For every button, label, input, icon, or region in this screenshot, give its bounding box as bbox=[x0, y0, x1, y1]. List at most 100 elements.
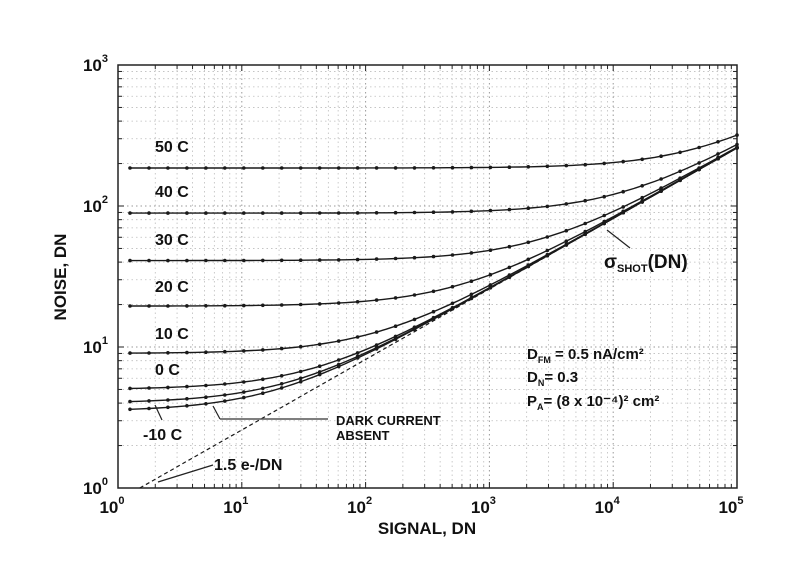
data-marker bbox=[355, 211, 360, 215]
label-absent: ABSENT bbox=[336, 428, 390, 443]
data-marker bbox=[431, 309, 436, 314]
data-marker bbox=[242, 380, 246, 384]
data-marker bbox=[564, 228, 569, 233]
data-marker bbox=[469, 209, 474, 214]
data-marker bbox=[204, 350, 208, 355]
data-marker bbox=[735, 142, 739, 147]
data-marker bbox=[261, 348, 265, 352]
data-marker bbox=[147, 258, 151, 263]
data-marker bbox=[317, 166, 322, 170]
series-line bbox=[130, 146, 738, 262]
data-marker bbox=[204, 166, 208, 170]
data-marker bbox=[621, 189, 625, 194]
data-marker bbox=[242, 258, 246, 263]
data-marker bbox=[185, 166, 189, 170]
data-marker bbox=[185, 384, 189, 389]
data-marker bbox=[166, 258, 170, 263]
data-marker bbox=[412, 327, 417, 332]
data-marker bbox=[166, 304, 170, 308]
data-marker bbox=[261, 377, 265, 382]
data-marker bbox=[659, 154, 663, 158]
series-line bbox=[130, 134, 738, 169]
data-marker bbox=[450, 301, 455, 306]
data-marker bbox=[526, 264, 531, 269]
x-tick-label: 104 bbox=[595, 495, 621, 517]
data-marker bbox=[374, 298, 379, 302]
data-marker bbox=[242, 349, 246, 353]
data-marker bbox=[317, 302, 322, 306]
leader-dark-absent-a bbox=[212, 405, 221, 420]
series-line bbox=[130, 147, 738, 307]
x-tick-labels: 100 101 102 103 104 105 bbox=[99, 495, 743, 517]
data-marker bbox=[242, 390, 246, 394]
data-marker bbox=[128, 211, 132, 215]
data-marker bbox=[469, 251, 474, 255]
data-marker bbox=[279, 374, 284, 378]
data-marker bbox=[147, 304, 151, 308]
data-marker bbox=[526, 165, 531, 169]
param-dn: DN= 0.3 bbox=[527, 369, 578, 388]
grid-lines bbox=[118, 65, 737, 488]
data-marker bbox=[488, 208, 493, 213]
data-marker bbox=[166, 351, 170, 355]
data-marker bbox=[204, 211, 208, 215]
data-marker bbox=[147, 211, 151, 215]
data-marker bbox=[128, 351, 132, 355]
data-marker bbox=[204, 402, 208, 406]
data-marker bbox=[488, 272, 493, 277]
data-marker bbox=[336, 301, 341, 305]
parameter-block: DFM = 0.5 nA/cm² DN= 0.3 PA= (8 x 10⁻⁴)²… bbox=[527, 346, 659, 412]
data-marker bbox=[147, 399, 151, 403]
y-tick-labels: 100 101 102 103 bbox=[83, 53, 108, 498]
data-marker bbox=[223, 349, 227, 354]
data-marker bbox=[393, 166, 398, 170]
data-marker bbox=[223, 399, 227, 403]
data-marker bbox=[507, 207, 512, 212]
data-marker bbox=[450, 253, 455, 257]
data-marker bbox=[659, 177, 663, 181]
data-marker bbox=[697, 145, 701, 150]
data-marker bbox=[716, 152, 720, 156]
plot-frame bbox=[117, 64, 738, 489]
data-marker bbox=[261, 258, 265, 263]
data-marker bbox=[279, 211, 284, 215]
data-marker bbox=[336, 358, 341, 362]
data-marker bbox=[298, 369, 303, 374]
label-30c: 30 C bbox=[155, 232, 189, 249]
data-marker bbox=[640, 157, 644, 162]
data-marker bbox=[583, 221, 587, 226]
data-marker bbox=[204, 383, 208, 388]
x-tick-label: 103 bbox=[471, 495, 496, 517]
data-marker bbox=[279, 303, 284, 307]
data-marker bbox=[431, 166, 436, 170]
data-marker bbox=[336, 258, 341, 262]
y-tick-label: 103 bbox=[83, 53, 108, 75]
data-marker bbox=[147, 351, 151, 355]
data-marker bbox=[128, 386, 132, 391]
x-axis-label: SIGNAL, DN bbox=[378, 519, 476, 538]
data-marker bbox=[355, 356, 360, 360]
data-marker bbox=[374, 211, 379, 215]
label-minus10c: -10 C bbox=[143, 427, 183, 444]
series-line bbox=[130, 143, 738, 214]
data-marker bbox=[279, 382, 284, 386]
y-axis-label: NOISE, DN bbox=[51, 234, 70, 321]
data-marker bbox=[204, 395, 208, 400]
data-marker bbox=[412, 166, 417, 170]
data-marker bbox=[317, 342, 322, 347]
data-marker bbox=[128, 166, 132, 170]
data-marker bbox=[640, 195, 644, 200]
y-tick-label: 101 bbox=[83, 335, 108, 357]
data-marker bbox=[469, 292, 474, 297]
data-marker bbox=[393, 256, 398, 261]
data-marker bbox=[336, 364, 341, 369]
data-marker bbox=[545, 204, 550, 209]
data-marker bbox=[545, 164, 550, 169]
data-marker bbox=[223, 258, 227, 263]
data-marker bbox=[128, 258, 132, 263]
data-marker bbox=[583, 198, 587, 203]
label-conversion-gain: 1.5 e-/DN bbox=[214, 457, 282, 474]
data-marker bbox=[412, 255, 417, 260]
data-marker bbox=[469, 279, 474, 284]
data-marker bbox=[336, 166, 341, 170]
